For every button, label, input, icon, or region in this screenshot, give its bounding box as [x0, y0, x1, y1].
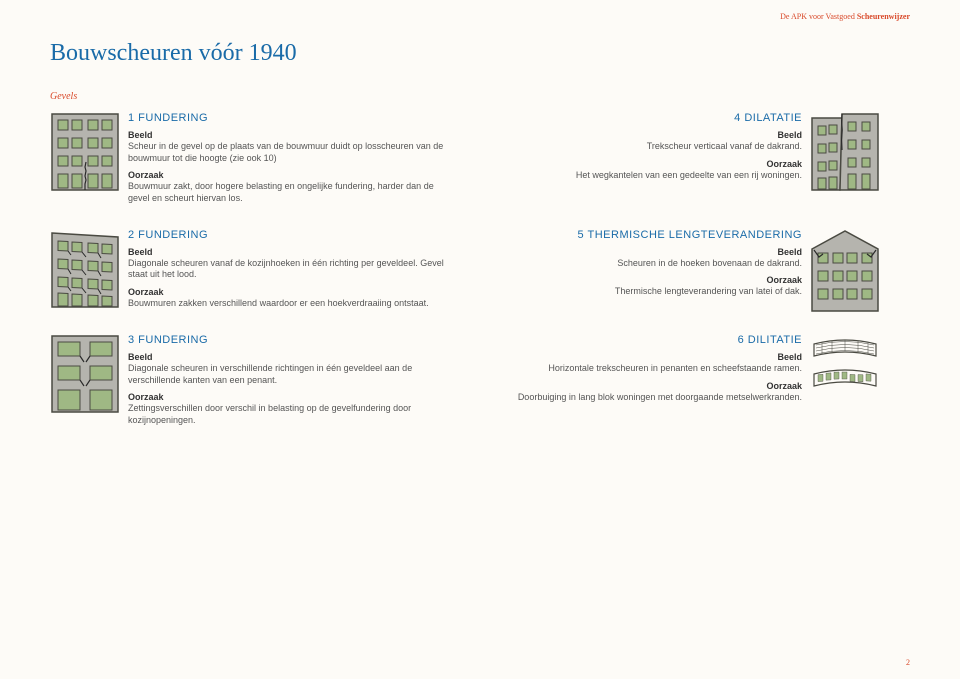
subtitle: Gevels [50, 91, 910, 102]
desc-6-oorzaak: Doorbuiging in lang blok woningen met do… [488, 392, 802, 404]
label-beeld: Beeld [128, 130, 450, 140]
row-1: 1 FUNDERING Beeld Scheur in de gevel op … [50, 112, 910, 211]
page-title: Bouwscheuren vóór 1940 [50, 40, 910, 67]
row-3: 3 FUNDERING Beeld Diagonale scheuren in … [50, 334, 910, 433]
desc-4-beeld: Trekscheur verticaal vanaf de dakrand. [488, 141, 802, 153]
heading-5: 5 THERMISCHE LENGTEVERANDERING [488, 229, 802, 241]
label-oorzaak: Oorzaak [128, 287, 450, 297]
heading-4: 4 DILATATIE [488, 112, 802, 124]
illustration-4 [810, 112, 880, 211]
illustration-5 [810, 229, 880, 316]
desc-4-oorzaak: Het wegkantelen van een gedeelte van een… [488, 170, 802, 182]
label-beeld: Beeld [488, 247, 802, 257]
label-beeld: Beeld [488, 352, 802, 362]
label-oorzaak: Oorzaak [128, 392, 450, 402]
label-oorzaak: Oorzaak [488, 381, 802, 391]
heading-6: 6 DILITATIE [488, 334, 802, 346]
illustration-1 [50, 112, 120, 211]
label-beeld: Beeld [488, 130, 802, 140]
label-oorzaak: Oorzaak [488, 159, 802, 169]
desc-5-oorzaak: Thermische lengteverandering van latei o… [488, 286, 802, 298]
page-number: 2 [906, 658, 910, 667]
desc-2-beeld: Diagonale scheuren vanaf de kozijnhoeken… [128, 258, 450, 281]
label-oorzaak: Oorzaak [128, 170, 450, 180]
illustration-3 [50, 334, 120, 433]
header-right: De APK voor Vastgoed Scheurenwijzer [780, 12, 910, 21]
label-oorzaak: Oorzaak [488, 275, 802, 285]
desc-6-beeld: Horizontale trekscheuren in penanten en … [488, 363, 802, 375]
heading-2: 2 FUNDERING [128, 229, 450, 241]
desc-1-oorzaak: Bouwmuur zakt, door hogere belasting en … [128, 181, 450, 204]
desc-1-beeld: Scheur in de gevel op de plaats van de b… [128, 141, 450, 164]
row-2: 2 FUNDERING Beeld Diagonale scheuren van… [50, 229, 910, 316]
illustration-6 [810, 334, 880, 433]
label-beeld: Beeld [128, 247, 450, 257]
illustration-2 [50, 229, 120, 316]
heading-3: 3 FUNDERING [128, 334, 450, 346]
desc-5-beeld: Scheuren in de hoeken bovenaan de dakran… [488, 258, 802, 270]
desc-3-beeld: Diagonale scheuren in verschillende rich… [128, 363, 450, 386]
label-beeld: Beeld [128, 352, 450, 362]
desc-2-oorzaak: Bouwmuren zakken verschillend waardoor e… [128, 298, 450, 310]
heading-1: 1 FUNDERING [128, 112, 450, 124]
desc-3-oorzaak: Zettingsverschillen door verschil in bel… [128, 403, 450, 426]
